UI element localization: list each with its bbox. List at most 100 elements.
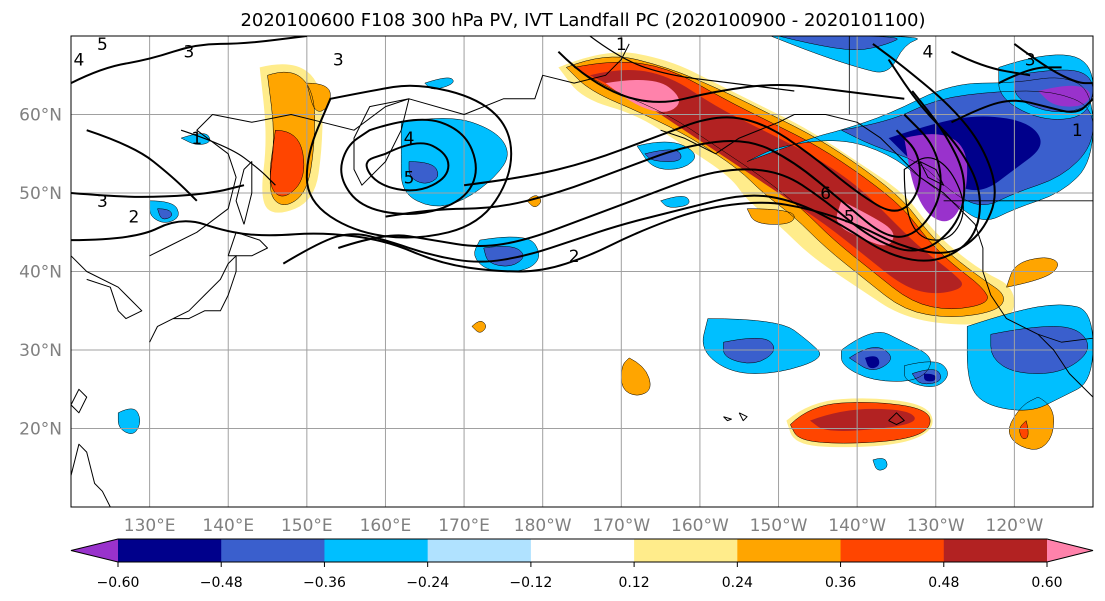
pv-contour-3 [282,58,981,265]
pc-shading-patch [723,338,774,364]
contour-label: 5 [404,168,415,188]
pc-shading-outline [746,208,795,225]
coastline [71,443,111,507]
contour-label: 2 [128,208,139,228]
pc-shading-outline [573,61,988,310]
map-title: 2020100600 F108 300 hPa PV, IVT Landfall… [240,10,925,31]
pv-contour-3 [71,184,245,198]
pv-contour-1 [589,36,795,92]
contour-label: 1 [616,35,627,55]
pc-shading-outline [269,129,305,197]
pc-shading-patch [778,36,898,50]
pc-shading-patch [1038,85,1091,107]
pv-contour-3 [71,36,307,84]
pc-shading-outline [400,118,508,207]
contour-label: 1 [191,129,202,149]
coastline [71,388,88,414]
pc-shading-outline [998,54,1093,120]
coastline [888,412,905,426]
contour-label: 3 [97,192,108,212]
latitude-label: 50°N [19,184,62,204]
colorbar-segment [840,539,945,562]
pc-shading-outline [723,337,775,364]
longitude-label: 160°W [671,516,729,536]
pv-contour-2 [71,43,996,273]
pc-shading-patch [924,373,936,382]
pv-contour-4 [340,118,477,215]
pc-shading-outline [746,77,1093,220]
coastline [738,412,748,422]
pv-contour-5 [365,142,450,192]
pc-shading-patch [660,196,690,208]
pv-contour-6 [463,116,922,212]
colorbar-tick-label: −0.48 [200,575,243,591]
pv-contour-1 [180,129,276,186]
pc-shading-outline [565,56,1004,317]
longitude-label: 140°E [202,516,254,536]
pc-shading-patch [157,208,172,220]
latitude-label: 60°N [19,106,62,126]
pc-shading-patch [644,149,682,162]
contour-label: 5 [97,35,108,55]
longitude-label: 170°E [438,516,490,536]
longitude-label: 150°E [281,516,333,536]
pc-shading-outline [660,196,690,208]
longitude-label: 130°E [124,516,176,536]
pc-shading-outline [471,320,486,333]
latitude-tick-labels: 60°N 50°N 40°N 30°N 20°N [19,106,62,440]
colorbar-segment [737,539,842,562]
contour-label: 6 [820,184,831,204]
latitude-label: 20°N [19,420,62,440]
pc-shading-patch [865,356,880,369]
colorbar-tick-label: −0.60 [97,575,140,591]
longitude-label: 180°W [514,516,572,536]
longitude-label: 160°E [360,516,412,536]
coastline [235,161,253,225]
coastline [149,43,630,257]
colorbar-extend-low [71,539,118,562]
pc-shading-patch [605,79,679,112]
colorbar-segment [427,539,532,562]
colorbar-tick-label: −0.36 [303,575,346,591]
pv-contour-3 [1013,43,1093,85]
pc-shading-outline [872,458,888,471]
pc-shading-outline [636,141,695,170]
map-frame [70,35,1094,508]
colorbar-tick-label: 0.12 [619,575,650,591]
pv-contour-4 [951,50,1031,77]
colorbar: −0.60 −0.48 −0.36 −0.24 −0.12 0.12 0.24 0.36 0.4… [70,538,1094,591]
pc-shading-outline [966,304,1093,411]
longitude-label: 150°W [750,516,808,536]
pc-shading-outline [180,133,211,145]
longitude-label: 170°W [592,516,650,536]
pv-contour-layer [71,36,1093,273]
longitude-tick-labels: 130°E 140°E 150°E 160°E 170°E 180°W 170°W 160°W… [124,516,1044,536]
pc-shading-patch [836,200,894,246]
pc-shading-outline [848,347,891,370]
pc-shading-outline [911,369,941,385]
colorbar-tick-label: 0.48 [928,575,959,591]
pc-shading-outline [526,195,541,207]
colorbar-segment [324,539,429,562]
pc-shading-outline [424,77,454,90]
pc-shading-outline [778,36,898,50]
pv-contour-3 [557,50,905,103]
colorbar-segment [634,539,738,562]
pc-shading-outline [408,161,439,184]
political-border [1037,333,1093,343]
colorbar-segment [943,539,1048,562]
contour-label: 4 [404,129,415,149]
pc-shading-patch [872,458,888,471]
contour-label: 3 [1025,51,1036,71]
latitude-label: 40°N [19,263,62,283]
coastline [723,416,732,422]
contour-label: 1 [1072,121,1083,141]
colorbar-tick-label: 0.60 [1031,575,1062,591]
longitude-label: 140°W [828,516,886,536]
pc-shading-outline [157,208,172,220]
coastline [149,255,237,343]
colorbar-segment [530,539,635,562]
pv-contour-4 [337,90,966,252]
